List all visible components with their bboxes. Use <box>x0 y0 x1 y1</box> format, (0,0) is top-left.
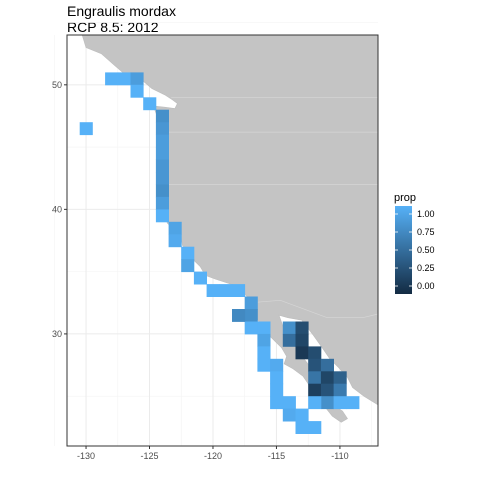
heat-cell <box>308 358 322 372</box>
legend-label: 0.75 <box>417 227 435 237</box>
heat-cell <box>308 421 322 434</box>
heat-cell <box>295 321 309 335</box>
chart-title: Engraulis mordax <box>67 3 176 19</box>
heat-cell <box>308 371 322 385</box>
heat-cell <box>282 408 296 422</box>
legend-label: 1.00 <box>417 209 435 219</box>
heat-cell <box>346 396 360 410</box>
heat-cells <box>79 72 360 434</box>
heat-cell <box>168 234 182 248</box>
heat-cell <box>270 396 284 410</box>
heat-cell <box>308 396 322 410</box>
axes: -130 -125 -120 -115 -110 30 40 50 <box>52 80 349 461</box>
heat-cell <box>155 122 169 136</box>
heat-cell <box>333 396 347 410</box>
heat-cell <box>232 284 246 297</box>
heat-cell <box>308 383 322 397</box>
heat-cell <box>270 371 284 385</box>
heat-cell <box>282 321 296 335</box>
y-tick-label: 30 <box>52 329 62 339</box>
heat-cell <box>333 371 347 385</box>
heat-cell <box>181 246 195 260</box>
heat-cell <box>155 134 169 148</box>
heat-cell <box>168 221 182 235</box>
heat-cell <box>244 309 258 322</box>
y-tick-label: 50 <box>52 80 62 90</box>
border-line <box>249 299 378 319</box>
heat-cell <box>155 109 169 123</box>
heat-cell <box>206 284 220 297</box>
heat-cell <box>244 296 258 310</box>
heat-cell <box>155 159 169 173</box>
chart-subtitle: RCP 8.5: 2012 <box>67 19 159 35</box>
heat-cell <box>308 346 322 360</box>
heat-cell <box>295 421 309 434</box>
heat-cell <box>143 97 157 111</box>
heat-cell <box>333 383 347 397</box>
heat-cell <box>320 383 334 397</box>
x-tick-label: -120 <box>204 451 222 461</box>
heat-cell <box>282 396 296 410</box>
plot-panel: -130 -125 -120 -115 -110 30 40 50 <box>52 22 379 461</box>
heat-cell <box>219 284 233 297</box>
heat-cell <box>155 184 169 198</box>
heat-cell <box>232 309 246 322</box>
heat-cell <box>105 72 119 86</box>
heat-cell <box>257 333 271 347</box>
map-layer <box>67 35 378 434</box>
heat-cell <box>155 172 169 185</box>
heat-cell <box>155 209 169 223</box>
heat-cell <box>130 72 144 86</box>
heat-cell <box>295 408 309 422</box>
legend-colorbar <box>395 206 412 294</box>
legend-label: 0.00 <box>417 281 435 291</box>
heat-cell <box>79 122 93 136</box>
legend-label: 0.25 <box>417 263 435 273</box>
heat-cell <box>257 358 271 372</box>
heat-cell <box>320 358 334 372</box>
heat-cell <box>257 321 271 335</box>
heat-cell <box>181 259 195 273</box>
heat-cell <box>130 84 144 98</box>
heat-cell <box>257 346 271 360</box>
heat-cell <box>320 371 334 385</box>
x-tick-label: -115 <box>268 451 285 461</box>
heat-cell <box>244 321 258 335</box>
legend-title: prop <box>394 192 416 204</box>
x-tick-label: -125 <box>141 451 159 461</box>
heat-cell <box>295 333 309 347</box>
panel-border <box>66 34 379 447</box>
heat-cell <box>320 396 334 410</box>
x-tick-label: -130 <box>77 451 95 461</box>
heat-cell <box>193 271 207 285</box>
heat-cell <box>155 196 169 210</box>
heat-cell <box>155 147 169 160</box>
heat-cell <box>117 72 131 86</box>
y-tick-label: 40 <box>52 204 62 214</box>
heat-cell <box>295 346 309 360</box>
x-tick-label: -110 <box>331 451 348 461</box>
heat-cell <box>270 358 284 372</box>
legend-label: 0.50 <box>417 245 435 255</box>
heat-cell <box>282 333 296 347</box>
heat-cell <box>270 383 284 397</box>
